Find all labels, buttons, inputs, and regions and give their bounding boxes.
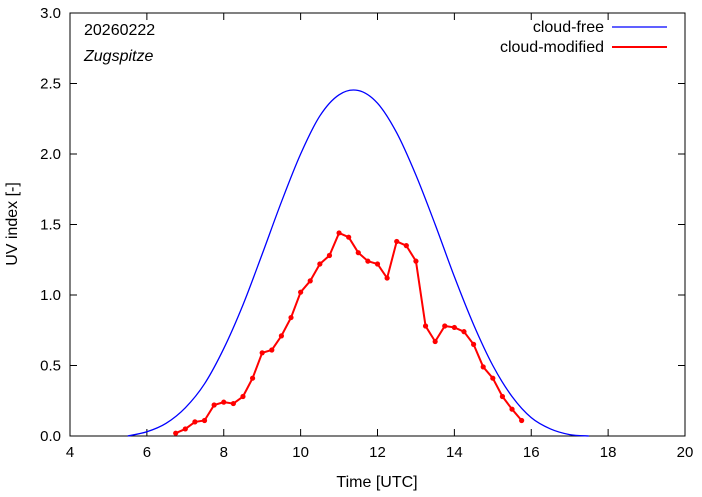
data-point-cloud-modified: [240, 393, 246, 400]
data-point-cloud-modified: [346, 234, 352, 240]
data-point-cloud-modified: [298, 289, 304, 295]
data-point-cloud-modified: [413, 258, 419, 264]
data-point-cloud-modified: [336, 230, 342, 236]
data-point-cloud-modified: [365, 258, 371, 264]
x-tick-label: 4: [66, 444, 74, 461]
data-point-cloud-modified: [480, 364, 486, 370]
data-point-cloud-modified: [384, 275, 390, 281]
data-point-cloud-modified: [509, 406, 515, 412]
data-point-cloud-modified: [201, 417, 208, 424]
data-point-cloud-modified: [374, 261, 381, 267]
legend-label-cloud-modified: cloud-modified: [500, 39, 604, 56]
data-point-cloud-modified: [461, 329, 467, 335]
data-point-cloud-modified: [442, 323, 448, 329]
x-tick-label: 8: [220, 444, 228, 461]
x-tick-label: 16: [523, 444, 540, 461]
y-tick-label: 3.0: [40, 5, 61, 22]
series-layer: [127, 89, 589, 437]
data-point-cloud-modified: [307, 278, 313, 284]
legend: cloud-free cloud-modified: [500, 19, 667, 56]
data-point-cloud-modified: [499, 393, 506, 400]
x-tick-label: 20: [677, 444, 694, 461]
y-tick-label: 2.0: [40, 146, 61, 163]
data-point-cloud-modified: [394, 238, 400, 245]
x-tick-label: 14: [446, 444, 463, 461]
legend-label-cloud-free: cloud-free: [533, 19, 604, 36]
x-tick-labels: 4 6 8 10 12 14 16 18 20: [66, 444, 694, 461]
data-point-cloud-modified: [451, 324, 457, 331]
data-point-cloud-modified: [278, 333, 285, 339]
y-tick-label: 1.0: [40, 287, 61, 304]
data-point-cloud-modified: [422, 323, 429, 329]
plot-frame: [69, 12, 686, 437]
data-point-cloud-modified: [432, 338, 438, 345]
x-tick-label: 12: [369, 444, 386, 461]
series-line-cloud-free: [127, 89, 589, 437]
y-tick-label: 2.5: [40, 76, 61, 93]
y-tick-labels: 0.0 0.5 1.0 1.5 2.0 2.5 3.0: [40, 5, 61, 445]
date-annotation: 20260222: [84, 22, 155, 39]
y-tick-label: 1.5: [40, 217, 61, 234]
data-point-cloud-modified: [470, 341, 477, 347]
data-point-cloud-modified: [355, 250, 361, 256]
data-point-cloud-modified: [259, 350, 265, 356]
y-tick-label: 0.5: [40, 358, 61, 375]
series-line-cloud-modified: [175, 231, 523, 435]
data-point-cloud-modified: [519, 417, 525, 424]
data-point-cloud-modified: [221, 399, 227, 405]
data-point-cloud-modified: [269, 347, 275, 353]
data-point-cloud-modified: [326, 252, 333, 259]
x-axis-label: Time [UTC]: [336, 474, 417, 491]
x-tick-label: 18: [600, 444, 617, 461]
axis-ticks: [69, 12, 686, 437]
station-annotation: Zugspitze: [83, 48, 153, 65]
x-tick-label: 10: [292, 444, 309, 461]
data-point-cloud-modified: [249, 375, 256, 381]
data-point-cloud-modified: [288, 314, 294, 321]
data-point-cloud-modified: [182, 426, 188, 432]
data-point-cloud-modified: [173, 430, 179, 436]
data-point-cloud-modified: [403, 243, 409, 249]
data-point-cloud-modified: [230, 400, 236, 407]
data-point-cloud-modified: [317, 261, 323, 267]
data-point-cloud-modified: [211, 402, 217, 408]
data-point-cloud-modified: [490, 375, 496, 381]
y-axis-label: UV index [-]: [4, 182, 21, 266]
y-tick-label: 0.0: [40, 428, 61, 445]
data-point-cloud-modified: [192, 419, 198, 425]
x-tick-label: 6: [143, 444, 151, 461]
